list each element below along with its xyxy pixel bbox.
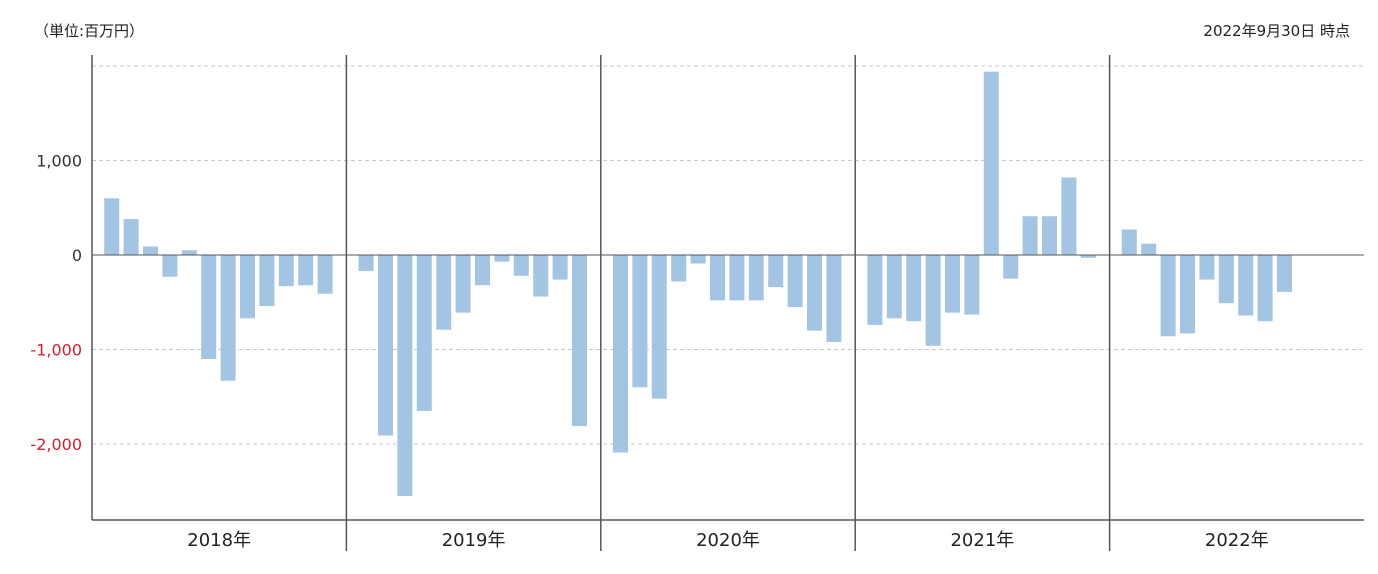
bar [278, 255, 294, 287]
bar [513, 255, 529, 276]
bar [181, 250, 197, 255]
axes [91, 55, 1364, 551]
y-tick-label: 0 [72, 246, 82, 265]
x-category-label: 2022年 [1205, 530, 1269, 551]
bar [358, 255, 374, 272]
bar [220, 255, 236, 381]
bar [710, 255, 725, 301]
bar [867, 255, 883, 325]
unit-label: （単位:百万円） [34, 22, 145, 40]
bar [906, 255, 922, 322]
bar [945, 255, 960, 313]
bar [201, 255, 217, 359]
bar [768, 255, 784, 288]
bar [123, 219, 139, 255]
bar [787, 255, 803, 307]
x-category-label: 2018年 [187, 530, 251, 551]
bar [397, 255, 413, 496]
bar [552, 255, 568, 280]
bar [317, 255, 333, 294]
bar [1238, 255, 1254, 316]
bar [494, 255, 510, 262]
bar [964, 255, 980, 315]
bar [455, 255, 471, 313]
bar [729, 255, 745, 301]
bar [886, 255, 902, 319]
bar [1141, 243, 1157, 255]
bar [162, 255, 178, 277]
bar [1160, 255, 1176, 337]
bar [1022, 216, 1038, 255]
bar [240, 255, 255, 319]
bar [143, 246, 158, 255]
as-of-date-label: 2022年9月30日 時点 [1203, 22, 1350, 40]
x-category-label: 2020年 [696, 530, 760, 551]
y-tick-label: -2,000 [30, 435, 82, 454]
bar [436, 255, 452, 330]
bar [651, 255, 667, 399]
bar [533, 255, 549, 297]
bar [748, 255, 764, 301]
bar [983, 71, 999, 255]
y-tick-label: 1,000 [36, 152, 82, 171]
bar [1218, 255, 1234, 304]
bar [1257, 255, 1273, 322]
bar [259, 255, 275, 307]
y-tick-label: -1,000 [30, 341, 82, 360]
bar [1199, 255, 1215, 280]
bar [632, 255, 648, 388]
bar [298, 255, 314, 286]
x-category-label: 2021年 [950, 530, 1014, 551]
axis-labels: 1,000 0 -1,000 -2,000 2018年 2019年 2020年 2021年 20… [30, 152, 1268, 552]
bar [1121, 229, 1137, 255]
bar [826, 255, 842, 342]
bar [1277, 255, 1292, 292]
bar [925, 255, 941, 346]
bar [1003, 255, 1019, 279]
bar [475, 255, 490, 286]
bar [572, 255, 587, 427]
bar [671, 255, 687, 282]
gridlines [92, 65, 1364, 445]
bar [1061, 177, 1077, 255]
bar [1042, 216, 1057, 255]
bar [1080, 255, 1096, 258]
bar [613, 255, 628, 453]
bar [807, 255, 822, 331]
bar [416, 255, 432, 411]
x-category-label: 2019年 [442, 530, 506, 551]
bars [104, 71, 1292, 496]
bar [378, 255, 393, 436]
bar [1180, 255, 1195, 334]
bar [104, 198, 120, 255]
bar [690, 255, 706, 264]
